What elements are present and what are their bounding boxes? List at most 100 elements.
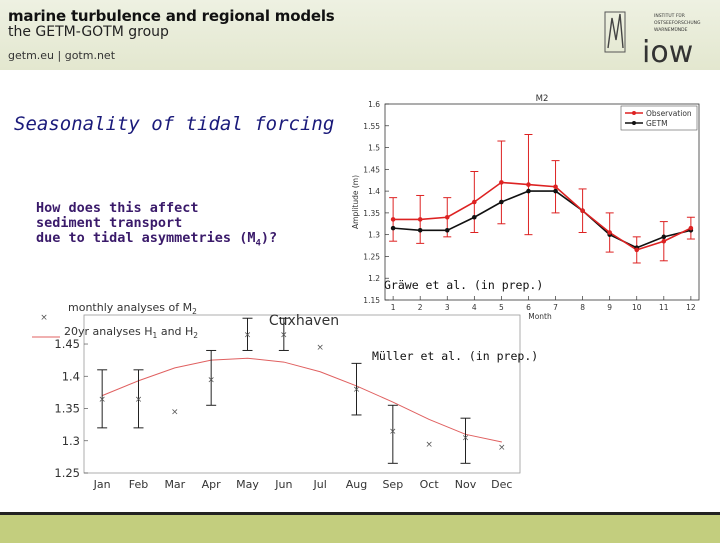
citation-mueller: Müller et al. (in prep.) [372,349,539,363]
m2-obs-point [390,217,396,222]
logo-small-line-2: OSTSEEFORSCHUNG [654,20,701,26]
m2-xtick-label: 4 [472,303,477,312]
cux-legend-marker: × [40,313,48,323]
slide-heading: Seasonality of tidal forcing [14,113,335,135]
m2-legend-obs-label: Observation [646,109,692,118]
cux-xtick-label: Jul [313,478,327,491]
cux-monthly-point: × [207,375,215,385]
m2-ytick-label: 1.6 [368,100,380,109]
m2-obs-point [444,214,450,220]
cux-legend-sub-2: 1 [153,331,158,340]
cuxhaven-chart: 1.25 1.3 1.35 1.4 1.45 Jan Feb Mar Apr May Jun Jul A… [32,301,521,491]
cux-monthly-point: × [244,330,252,340]
question-subscript: 4 [255,238,261,249]
m2-xtick-label: 8 [580,303,585,312]
m2-xtick-label: 9 [607,303,612,312]
m2-ytick-label: 1.45 [363,165,380,174]
m2-obs-point [607,230,612,235]
cux-xtick-label: Oct [420,478,440,491]
question-line-1: How does this affect [36,200,199,216]
iow-logo: INSTITUT FÜR OSTSEEFORSCHUNG WARNEMÜNDE … [604,11,701,66]
question-line-3-text: due to tidal asymmetries (M [36,230,256,246]
cux-xtick-label: Sep [382,478,403,491]
cux-xtick-label: Nov [455,478,477,491]
m2-ytick-label: 1.3 [368,231,380,240]
m2-obs-point [472,199,477,205]
logo-small-line-1: INSTITUT FÜR [654,12,685,19]
m2-obs-point [526,182,531,187]
m2-xtick-label: 7 [553,303,558,312]
cux-monthly-point: × [498,443,506,453]
m2-obs-line [393,181,692,251]
m2-legend-obs-marker [632,111,636,115]
cux-plot-area [83,314,521,474]
m2-xtick-label: 3 [445,303,450,312]
m2-obs-point [499,180,504,185]
website-links[interactable]: getm.eu | gotm.net [8,49,116,62]
m2-getm-point [526,188,531,194]
question-text: How does this affect sediment transport … [36,201,277,252]
cux-fit-curve [101,357,502,443]
citation-graewe: Gräwe et al. (in prep.) [384,278,544,292]
cux-xtick-label: Jan [93,478,111,491]
cux-title: Cuxhaven [269,313,339,329]
cux-xtick-label: May [236,478,259,491]
cux-legend-20yr: 20yr analyses H1 and H2 [64,325,198,340]
cux-monthly-point: × [462,434,470,444]
group-subtitle: the GETM-GOTM group [8,24,169,40]
cux-ytick-label: 1.4 [62,369,80,383]
m2-legend-box [620,105,698,131]
m2-amplitude-chart: 1.151.21.251.31.351.41.451.51.551.61 2 3 4 5… [351,94,700,321]
m2-getm-point [472,214,477,220]
cux-monthly-point: × [135,395,143,405]
m2-xtick-label: 11 [659,303,669,312]
m2-xtick-label: 12 [686,303,696,312]
m2-ytick-label: 1.15 [363,296,380,305]
m2-obs-point [688,225,694,231]
m2-xlabel: Month [528,312,552,321]
m2-getm-point [661,234,667,240]
m2-obs-point [553,184,558,190]
cux-legend-sub-1: 2 [192,307,197,316]
m2-ytick-label: 1.35 [363,209,380,218]
cux-xtick-label: Aug [346,478,367,491]
cux-ytick-label: 1.3 [62,434,80,448]
m2-xtick-label: 2 [418,303,423,312]
cux-ytick-label: 1.45 [54,337,80,351]
m2-getm-line [393,190,692,249]
m2-ytick-label: 1.2 [368,274,380,283]
question-tail: )? [260,230,278,246]
m2-getm-point [417,228,423,233]
m2-title: M2 [536,94,549,104]
cux-xtick-label: Jun [274,478,292,491]
m2-obs-point [417,217,423,222]
m2-ytick-label: 1.25 [363,252,380,261]
cux-monthly-point: × [280,330,288,340]
cux-legend-sub-3: 2 [193,331,198,340]
m2-ytick-label: 1.4 [368,187,380,196]
m2-getm-point [499,199,504,205]
m2-legend-getm-marker [632,121,636,125]
m2-xtick-label: 1 [391,303,396,312]
logo-small-line-3: WARNEMÜNDE [654,26,688,33]
m2-xtick-label: 5 [499,303,504,312]
footer-bar [0,512,720,543]
question-line-2: sediment transport [36,215,183,231]
cux-xtick-label: Feb [129,478,148,491]
m2-xtick-label: 6 [526,303,531,312]
cux-legend-and: and H [157,325,193,338]
cux-xtick-label: Dec [491,478,512,491]
m2-obs-point [580,208,585,214]
header-banner: marine turbulence and regional models th… [0,0,720,70]
cux-monthly-point: × [171,408,179,418]
logo-wordmark: iow [642,35,693,66]
m2-legend-getm-label: GETM [646,119,668,128]
cux-monthly-point: × [353,385,361,395]
group-title: marine turbulence and regional models [8,7,335,25]
m2-ytick-label: 1.55 [363,122,380,131]
m2-xtick-label: 10 [632,303,642,312]
m2-obs-point [661,238,667,244]
m2-getm-point [390,225,396,231]
cux-monthly-point: × [98,395,106,405]
cux-legend-monthly: monthly analyses of M2 [68,301,197,316]
